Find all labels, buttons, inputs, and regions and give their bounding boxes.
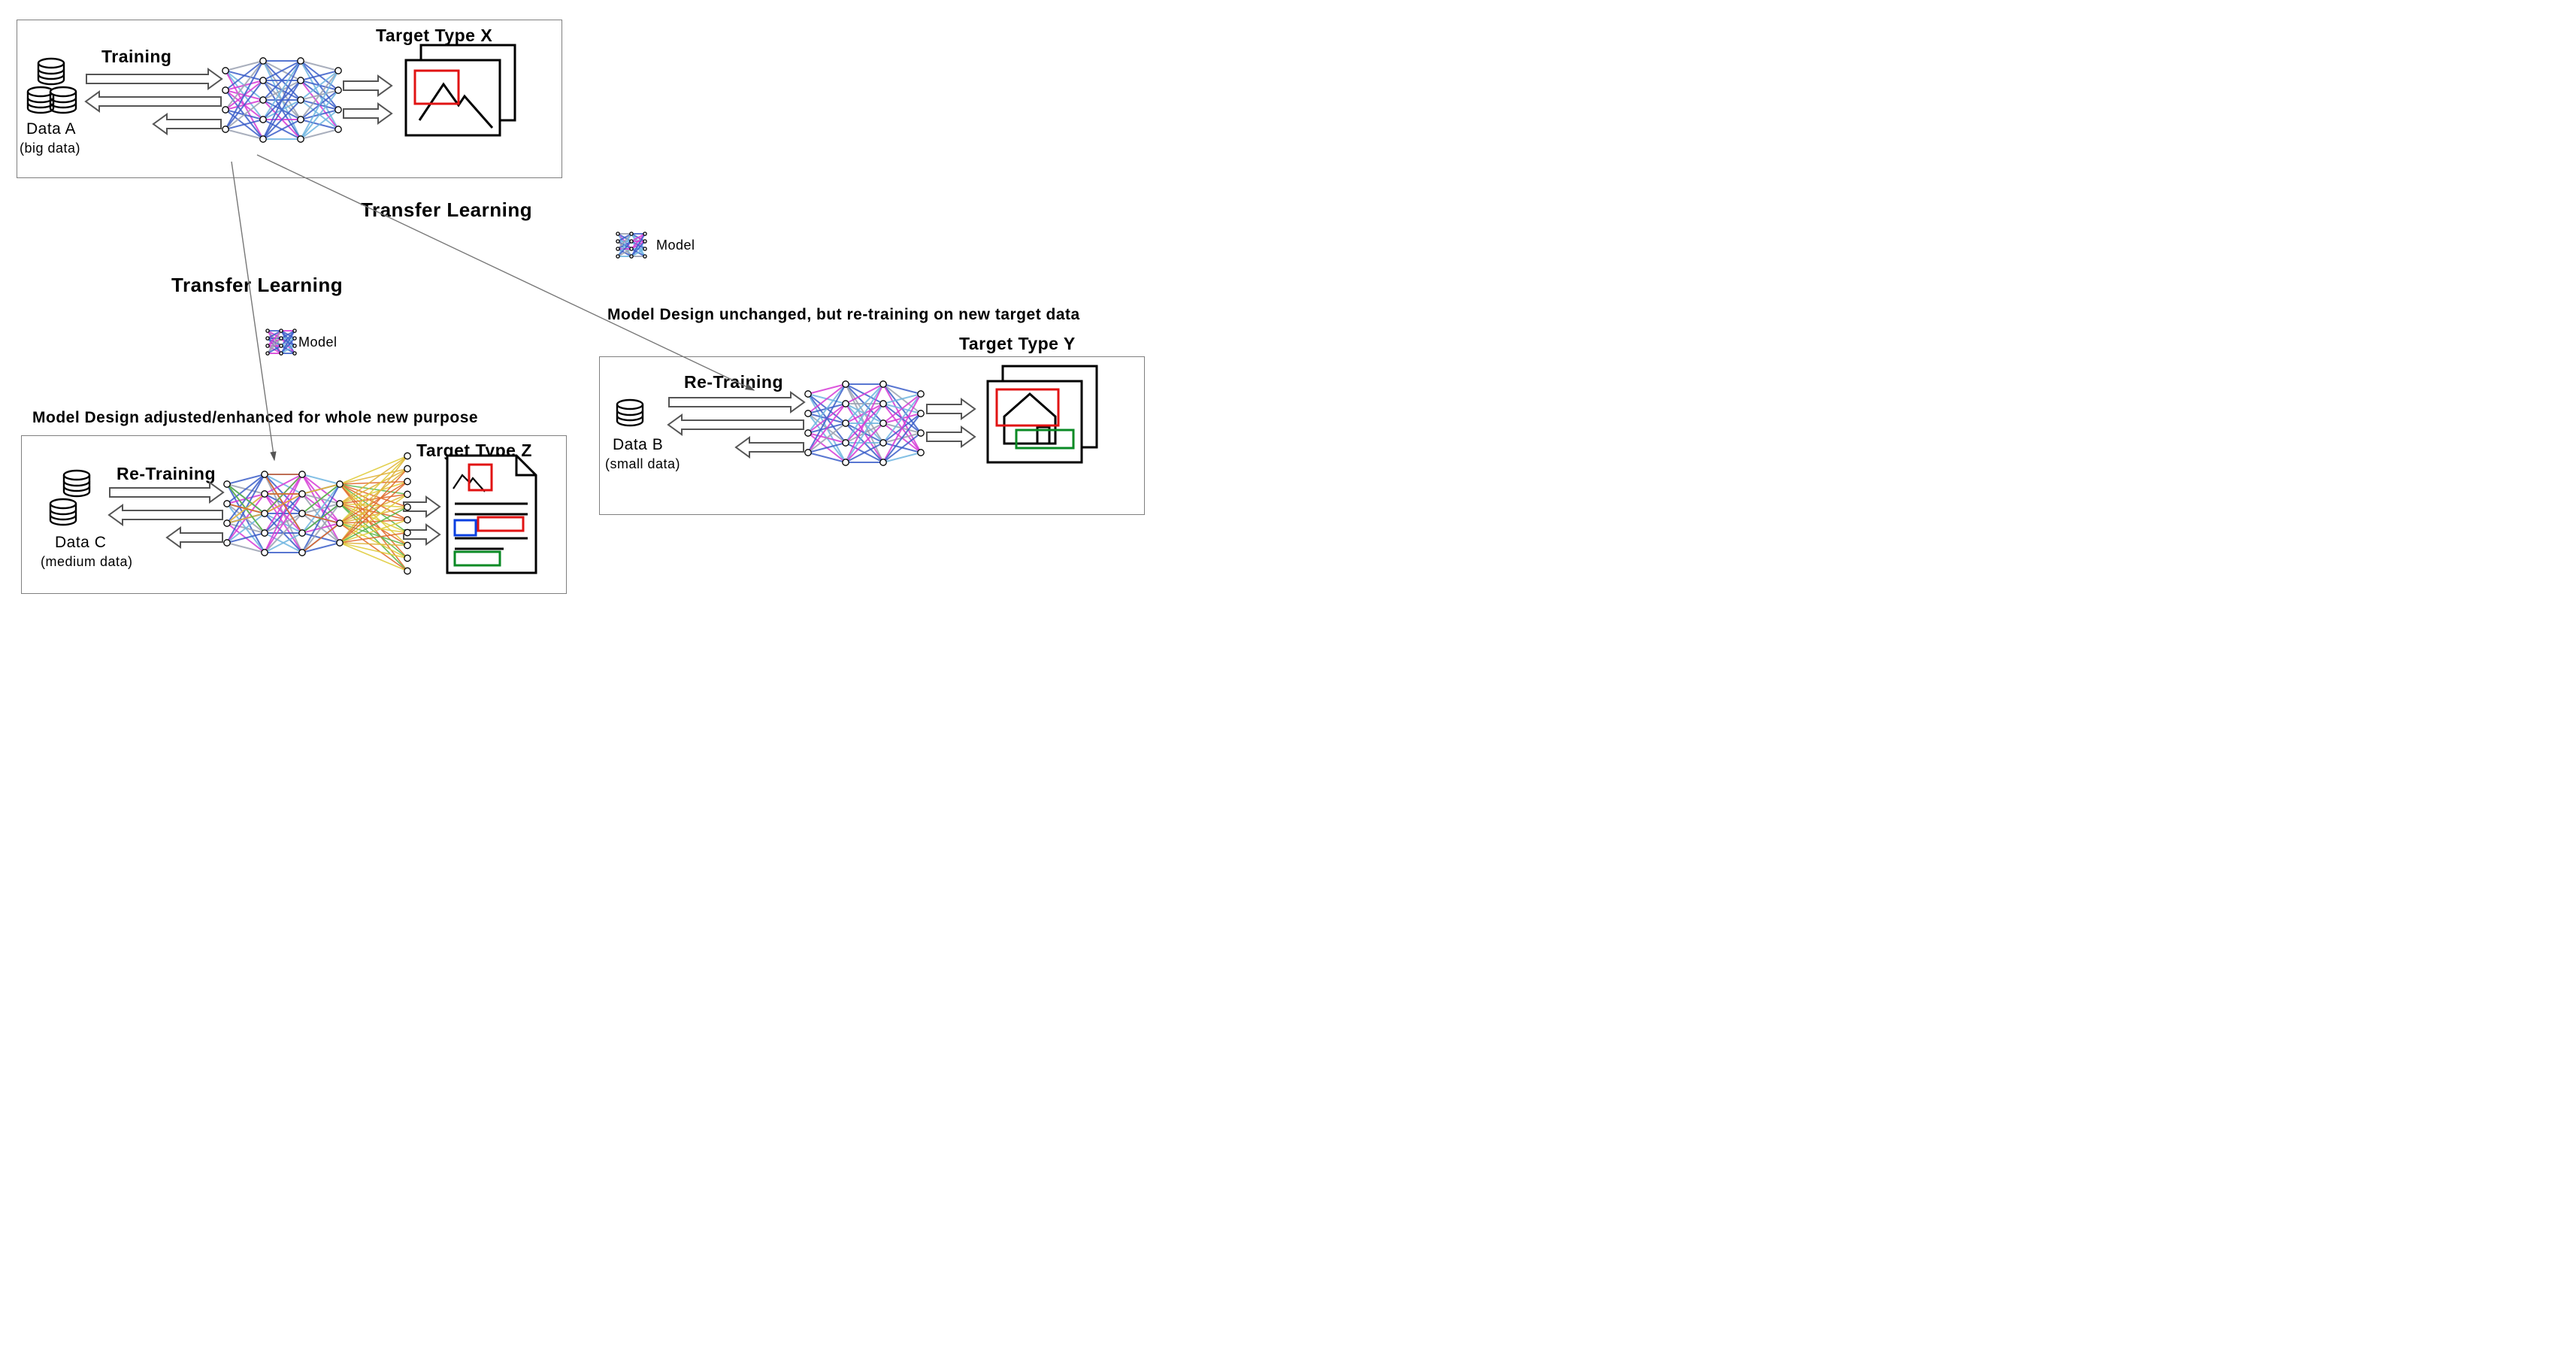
transfer-arrow-right <box>257 155 754 390</box>
nn-right <box>805 381 924 465</box>
diagram-svg <box>0 0 1155 616</box>
nn-top <box>222 58 341 142</box>
transfer-arrow-left <box>232 162 274 460</box>
flow-arrows-top <box>86 69 392 134</box>
target-x-icon <box>406 45 515 135</box>
target-y-icon <box>988 366 1097 462</box>
target-z-icon <box>447 456 536 573</box>
db-icon-b <box>617 400 643 426</box>
mini-model-left <box>266 329 296 355</box>
nn-bottom <box>224 453 410 574</box>
mini-model-right <box>616 232 646 258</box>
db-icon-a <box>28 59 76 113</box>
db-icon-c <box>50 471 89 525</box>
